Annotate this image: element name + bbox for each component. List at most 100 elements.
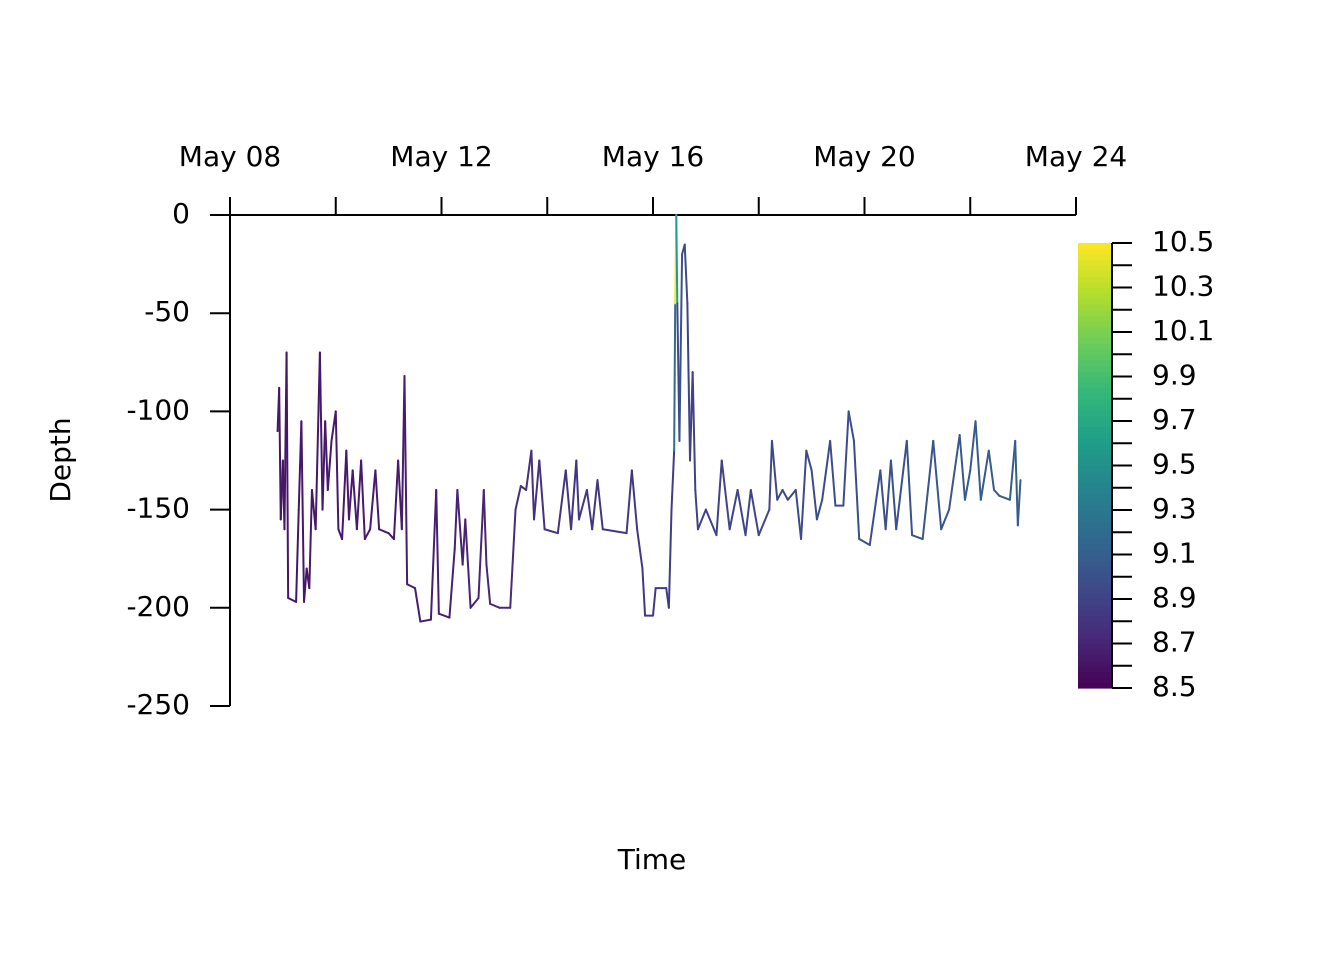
depth-segment xyxy=(351,469,358,531)
depth-segment xyxy=(437,612,451,619)
depth-segment xyxy=(993,488,1001,497)
y-axis-label: Depth xyxy=(44,417,77,502)
depth-segment xyxy=(485,563,492,605)
depth-segment xyxy=(596,479,604,531)
depth-segment xyxy=(347,469,354,521)
colorbar-cell xyxy=(1078,465,1112,472)
depth-segment xyxy=(884,459,892,531)
y-tick-label: -250 xyxy=(126,688,190,721)
colorbar-cell xyxy=(1078,248,1112,255)
colorbar-cell xyxy=(1078,482,1112,489)
y-tick-label: -50 xyxy=(144,295,190,328)
depth-segment xyxy=(1008,439,1017,501)
colorbar-cell xyxy=(1078,459,1112,467)
depth-segment xyxy=(842,410,850,507)
depth-segment xyxy=(940,508,951,531)
depth-segment xyxy=(543,528,559,535)
depth-segment xyxy=(932,439,943,531)
depth-segment xyxy=(673,302,677,452)
colorbar-tick-label: 9.3 xyxy=(1152,492,1197,525)
depth-segment xyxy=(905,439,914,537)
depth-segment xyxy=(786,488,797,501)
colorbar-cell xyxy=(1078,476,1112,483)
depth-segment xyxy=(1016,479,1022,527)
depth-segment xyxy=(448,547,456,619)
colorbar-cell xyxy=(1078,498,1112,506)
depth-segment xyxy=(285,351,290,599)
depth-segment xyxy=(295,508,300,603)
depth-segment xyxy=(911,534,924,541)
depth-segment xyxy=(278,386,282,521)
colorbar-cell xyxy=(1078,626,1112,633)
depth-segment xyxy=(963,469,972,501)
x-tick-label: May 16 xyxy=(602,140,704,173)
colorbar-cell xyxy=(1078,437,1112,444)
depth-segment xyxy=(670,449,676,511)
colorbar-cell xyxy=(1078,526,1112,533)
depth-segment xyxy=(464,518,472,609)
depth-segment xyxy=(895,439,908,531)
depth-segment xyxy=(469,596,480,609)
colorbar-cell xyxy=(1078,332,1112,339)
depth-segment xyxy=(969,420,977,472)
depth-segment xyxy=(704,508,718,537)
depth-segment xyxy=(341,449,348,541)
colorbar-cell xyxy=(1078,637,1112,645)
depth-segment xyxy=(696,508,707,531)
depth-segment xyxy=(652,587,657,617)
depth-segment xyxy=(987,449,996,491)
depth-segment xyxy=(477,488,485,599)
depth-segment xyxy=(419,618,432,623)
depth-segment xyxy=(287,596,298,603)
colorbar-tick-label: 10.5 xyxy=(1152,225,1214,258)
depth-segment xyxy=(686,302,692,462)
colorbar-cell xyxy=(1078,370,1112,378)
depth-segment xyxy=(815,498,824,521)
colorbar-cell xyxy=(1078,398,1112,405)
colorbar-cell xyxy=(1078,599,1112,606)
depth-segment xyxy=(694,488,699,531)
depth-segment xyxy=(456,488,464,566)
depth-segment xyxy=(821,439,832,501)
depth-segment xyxy=(378,528,390,535)
colorbar-cell xyxy=(1078,259,1112,266)
colorbar-cell xyxy=(1078,276,1112,283)
colorbar-cell xyxy=(1078,654,1112,661)
depth-segment xyxy=(1014,439,1019,527)
colorbar-tick-label: 8.9 xyxy=(1152,581,1197,614)
depth-segment xyxy=(482,488,488,566)
depth-segment xyxy=(858,538,871,546)
colorbar-cell xyxy=(1078,649,1112,656)
depth-segment xyxy=(345,449,350,521)
depth-segment xyxy=(636,528,644,570)
depth-segment xyxy=(630,469,639,531)
colorbar-cell xyxy=(1078,254,1112,261)
depth-segment xyxy=(776,488,784,501)
colorbar-cell xyxy=(1078,615,1112,622)
depth-segment xyxy=(683,243,689,305)
depth-segment xyxy=(794,488,803,541)
x-tick-label: May 12 xyxy=(390,140,492,173)
depth-segment xyxy=(829,439,837,507)
colorbar-tick-label: 9.1 xyxy=(1152,537,1197,570)
colorbar-cell xyxy=(1078,359,1112,366)
depth-segment xyxy=(974,420,982,501)
colorbar-cell xyxy=(1078,348,1112,355)
depth-segment xyxy=(852,439,861,541)
depth-segment xyxy=(318,351,324,511)
colorbar-cell xyxy=(1078,582,1112,589)
colorbar-cell xyxy=(1078,537,1112,544)
colorbar-cell xyxy=(1078,443,1112,450)
colorbar-tick-label: 9.5 xyxy=(1152,448,1197,481)
depth-segment xyxy=(691,371,697,491)
colorbar-tick-label: 9.9 xyxy=(1152,359,1197,392)
colorbar-cell xyxy=(1078,504,1112,511)
depth-segment xyxy=(575,459,580,521)
depth-segment xyxy=(810,469,818,521)
depth-segment xyxy=(744,488,752,537)
x-axis-label: Time xyxy=(617,843,687,876)
colorbar-cell xyxy=(1078,571,1112,578)
depth-segment xyxy=(556,469,567,535)
depth-segment xyxy=(374,469,381,531)
colorbar-cell xyxy=(1078,421,1112,428)
